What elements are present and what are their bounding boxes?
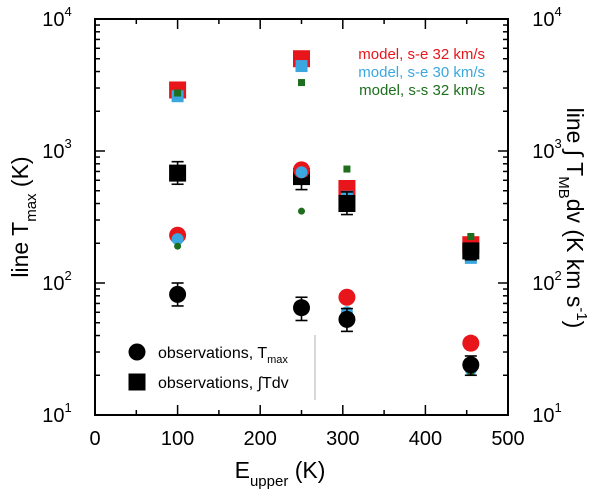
x-tick-label: 300	[326, 428, 359, 450]
legend-obs-subscript: max	[267, 354, 288, 366]
y-right-label-exponent: -1	[573, 307, 590, 320]
y-tick-label-right: 103	[532, 136, 561, 163]
y-right-label-t: T	[562, 156, 588, 176]
y-tick-base: 10	[42, 9, 64, 31]
data-point-square	[462, 242, 480, 260]
y-tick-exponent: 3	[65, 136, 72, 151]
data-point-circle	[295, 166, 308, 179]
y-tick-label-right: 104	[532, 4, 561, 31]
y-tick-label-right: 102	[532, 268, 561, 295]
y-tick-base: 10	[532, 9, 554, 31]
data-point-square	[169, 164, 187, 182]
y-tick-exponent: 4	[65, 4, 72, 19]
legend-obs-label: observations, ∫Tdv	[158, 375, 289, 392]
y-tick-exponent: 1	[65, 400, 72, 415]
data-point-square	[338, 195, 356, 213]
y-tick-exponent: 2	[65, 268, 72, 283]
x-tick-label: 0	[89, 428, 100, 450]
axis-labels: Eupper (K)line Tmax (K)line ∫ TMBdv (K k…	[7, 108, 590, 490]
y-right-label-unit: (K km s	[562, 223, 588, 307]
legend-obs-text: observations, T	[158, 345, 267, 362]
y-tick-base: 10	[532, 141, 554, 163]
y-tick-label-left: 102	[42, 268, 71, 295]
data-point-circle	[462, 334, 480, 352]
data-point-square	[467, 233, 475, 241]
y-left-label-main: line T	[7, 222, 33, 278]
y-tick-exponent: 1	[555, 400, 562, 415]
y-tick-base: 10	[42, 273, 64, 295]
data-marks	[169, 50, 480, 377]
y-axis-label-right: line ∫ TMBdv (K km s-1)	[555, 108, 590, 329]
y-right-label-subscript: MB	[555, 176, 572, 199]
data-point-square	[174, 89, 182, 97]
data-point-circle	[171, 233, 184, 246]
y-tick-base: 10	[42, 141, 64, 163]
legend-model-label: model, s-e 32 km/s	[358, 46, 485, 63]
y-tick-label-left: 104	[42, 4, 71, 31]
legend-model-label: model, s-e 30 km/s	[358, 64, 485, 81]
data-point-square	[295, 60, 308, 73]
x-axis-label: Eupper (K)	[235, 457, 326, 490]
data-point-square	[343, 165, 351, 173]
x-axis-label-subscript: upper	[250, 473, 288, 490]
y-right-label-integral: ∫	[562, 148, 588, 158]
y-axis-label-left: line Tmax (K)	[7, 156, 40, 277]
y-tick-exponent: 4	[555, 4, 562, 19]
data-point-circle	[338, 288, 356, 306]
data-point-circle	[338, 310, 356, 328]
series-2	[174, 79, 475, 241]
x-tick-label: 200	[244, 428, 277, 450]
x-tick-label: 100	[161, 428, 194, 450]
x-axis-label-main: E	[235, 457, 250, 483]
y-right-label-main: line	[562, 108, 588, 150]
legend-obs-text: observations, ∫Tdv	[158, 375, 289, 392]
y-right-label-close: )	[562, 321, 588, 329]
y-tick-base: 10	[42, 405, 64, 427]
x-axis-label-unit: (K)	[288, 457, 325, 483]
y-right-label-dv: dv	[562, 199, 588, 224]
legend-obs-marker	[128, 373, 146, 391]
y-tick-label-right: 101	[532, 400, 561, 427]
data-point-circle	[174, 242, 182, 250]
data-point-circle	[298, 207, 305, 215]
y-tick-base: 10	[532, 273, 554, 295]
legend-model-label: model, s-s 32 km/s	[359, 82, 485, 99]
data-point-circle	[293, 299, 310, 317]
data-point-circle	[462, 356, 480, 374]
series-4	[169, 161, 480, 352]
series-3	[169, 160, 480, 261]
y-tick-label-left: 103	[42, 136, 71, 163]
legend-obs-marker	[128, 343, 146, 361]
y-tick-label-left: 101	[42, 400, 71, 427]
y-tick-exponent: 2	[555, 268, 562, 283]
legend-obs-label: observations, Tmax	[158, 345, 288, 366]
y-left-label-subscript: max	[23, 193, 40, 222]
y-tick-exponent: 3	[555, 136, 562, 151]
x-tick-label: 500	[491, 428, 524, 450]
data-point-circle	[169, 285, 187, 303]
y-left-label-unit: (K)	[7, 156, 33, 193]
y-tick-base: 10	[532, 405, 554, 427]
data-point-square	[298, 79, 305, 87]
x-tick-label: 400	[409, 428, 442, 450]
series-7	[169, 282, 480, 377]
